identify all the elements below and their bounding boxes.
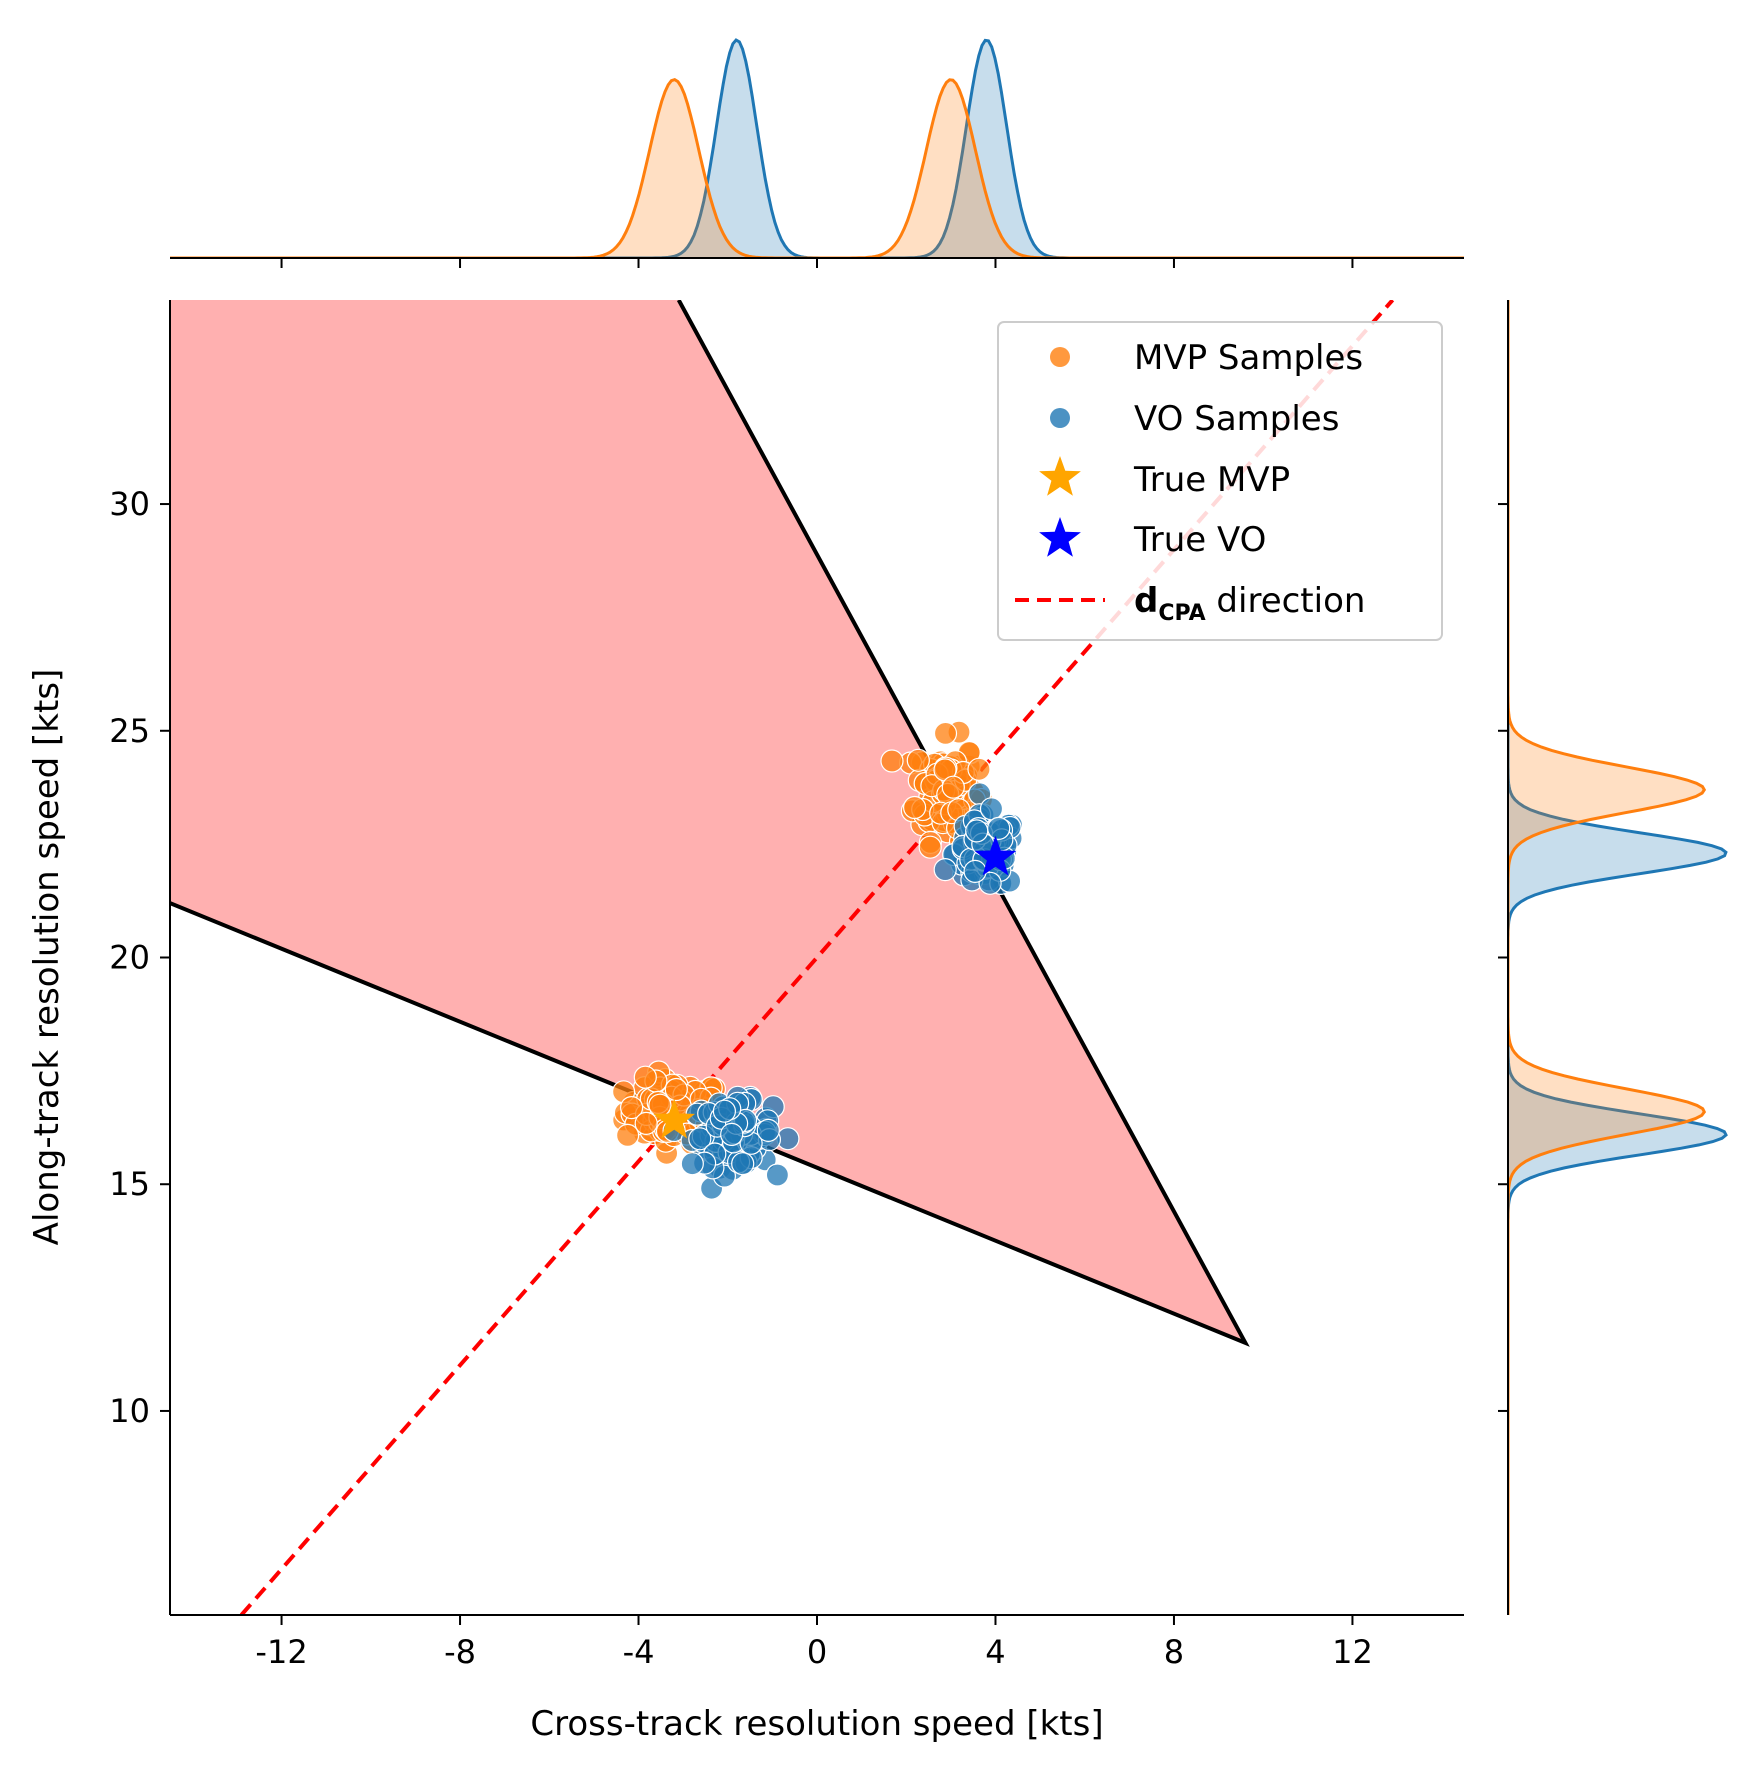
- y-tick-label: 20: [109, 939, 150, 977]
- legend-label-true-mvp: True MVP: [1133, 460, 1290, 500]
- right-kde-curves: [1508, 300, 1728, 1615]
- legend-marker-true-vo: [1039, 517, 1081, 557]
- vo-sample-point: [933, 857, 957, 882]
- legend-item-vo-samples: VO Samples: [1050, 399, 1339, 439]
- x-tick-label: -12: [255, 1633, 307, 1671]
- x-tick-label: 0: [807, 1633, 827, 1671]
- legend-label-mvp-samples: MVP Samples: [1134, 338, 1363, 378]
- top-kde-vo-curve: [170, 38, 1464, 258]
- vo-sample-point: [712, 1099, 737, 1123]
- vo-sample-point: [979, 797, 1004, 821]
- mvp-sample-point: [933, 721, 958, 746]
- x-tick-label: -4: [623, 1633, 655, 1671]
- mvp-sample-point: [619, 1095, 644, 1120]
- right-marginal-kde: [1498, 300, 1728, 1615]
- top-kde-mvp-fill: [170, 79, 1464, 258]
- right-marginal-ticks: [1498, 503, 1508, 1412]
- vo-sample-point: [720, 1122, 744, 1147]
- mvp-sample-point: [615, 1123, 640, 1148]
- conflict-region-fill: [170, 300, 1246, 1343]
- top-kde-mvp-curve: [170, 77, 1464, 258]
- legend-item-true-mvp: True MVP: [1039, 456, 1290, 500]
- vo-sample-point: [756, 1118, 780, 1143]
- x-tick-group: -12 -8 -4 0 4 8 12: [255, 1615, 1373, 1671]
- legend-marker-true-mvp: [1039, 456, 1081, 496]
- y-tick-group: 10 15 20 25 30: [109, 485, 170, 1430]
- mvp-sample-point: [664, 1077, 688, 1102]
- vo-sample-point: [963, 859, 987, 884]
- mvp-sample-point: [648, 1093, 672, 1117]
- y-tick-label: 30: [109, 485, 150, 523]
- true-vo-star: [974, 835, 1017, 876]
- mvp-sample-point: [634, 1111, 658, 1136]
- legend-label-dcpa-main: d: [1134, 581, 1158, 621]
- x-tick-label: 12: [1332, 1633, 1373, 1671]
- legend-label-dcpa-rest: direction: [1206, 581, 1366, 621]
- mvp-sample-point: [880, 749, 904, 773]
- right-kde-vo-fill: [1508, 300, 1726, 1615]
- right-kde-mvp-fill: [1508, 300, 1705, 1615]
- true-points-layer: [653, 835, 1017, 1139]
- y-tick-label: 15: [109, 1165, 150, 1203]
- y-tick-label: 10: [109, 1392, 150, 1430]
- legend-marker-mvp-samples: [1050, 347, 1070, 367]
- legend-label-true-vo: True VO: [1133, 520, 1266, 560]
- legend-label-dcpa-direction: dCPA direction: [1134, 581, 1365, 626]
- x-tick-label: 4: [985, 1633, 1005, 1671]
- legend-label-dcpa-sub: CPA: [1158, 601, 1205, 626]
- legend-label-vo-samples: VO Samples: [1134, 399, 1339, 439]
- top-marginal-kde: [170, 38, 1464, 268]
- legend-item-mvp-samples: MVP Samples: [1050, 338, 1363, 378]
- true-mvp-star: [653, 1098, 696, 1139]
- x-tick-label: 8: [1164, 1633, 1184, 1671]
- legend-frame: [997, 321, 1443, 641]
- top-kde-curves: [170, 38, 1464, 258]
- vo-sample-point: [965, 819, 989, 843]
- main-scatter-axes: -12 -8 -4 0 4 8 12 10 15 20 25 30 Cross-track reso…: [27, 300, 1464, 1744]
- vo-sample-point: [688, 1127, 712, 1151]
- vo-sample-point: [680, 1152, 704, 1176]
- y-tick-label: 25: [109, 712, 150, 750]
- legend: MVP Samples VO Samples True MVP True VO …: [997, 321, 1443, 641]
- mvp-sample-point: [906, 748, 930, 772]
- mvp-sample-point: [918, 835, 942, 859]
- vo-sample-point: [731, 1152, 755, 1176]
- x-tick-label: -8: [444, 1633, 476, 1671]
- mvp-sample-point: [902, 795, 927, 820]
- x-axis-label: Cross-track resolution speed [kts]: [530, 1704, 1103, 1744]
- conflict-region-boundary: [170, 300, 1250, 1347]
- mvp-sample-point: [941, 775, 965, 799]
- top-kde-vo-fill: [170, 40, 1464, 258]
- legend-item-dcpa-direction: dCPA direction: [1015, 581, 1365, 626]
- legend-item-true-vo: True VO: [1039, 517, 1266, 560]
- right-kde-mvp-curve: [1508, 300, 1707, 1615]
- vo-sample-point: [765, 1163, 790, 1187]
- top-marginal-ticks: [280, 258, 1354, 268]
- legend-marker-vo-samples: [1050, 408, 1070, 428]
- right-kde-vo-curve: [1508, 300, 1728, 1615]
- mvp-sample-point: [967, 757, 991, 781]
- y-axis-label: Along-track resolution speed [kts]: [27, 669, 67, 1246]
- mvp-sample-point: [633, 1065, 657, 1089]
- conflict-region-layer: [170, 300, 1250, 1347]
